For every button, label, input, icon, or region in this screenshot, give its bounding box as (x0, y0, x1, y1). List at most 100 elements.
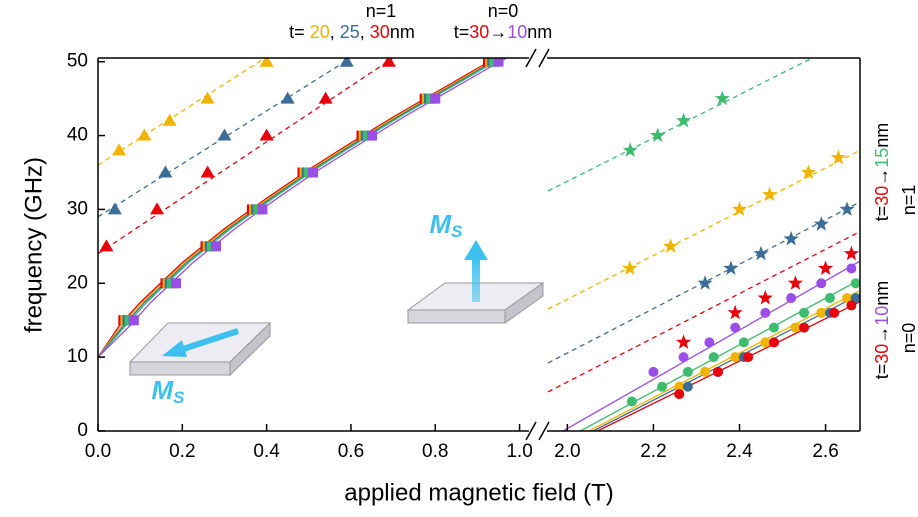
circle-marker (674, 389, 685, 400)
triangle-marker (200, 165, 215, 178)
annotation-part: S (451, 222, 463, 241)
circle-marker (648, 366, 659, 377)
annotation-part: n=0 (488, 1, 519, 21)
y-tick-label: 0 (77, 420, 88, 441)
axes-frame (97, 48, 861, 441)
star-marker (697, 275, 713, 290)
annotation-part: t= (289, 22, 310, 42)
fit-line (592, 293, 860, 431)
star-marker (813, 216, 829, 231)
x-tick-label: 2.4 (726, 441, 753, 462)
star-marker (843, 245, 859, 261)
x-tick-label: 0.4 (253, 441, 280, 462)
circle-marker (743, 352, 754, 363)
circle-marker (846, 300, 857, 311)
annotation: t=30→10nm (872, 281, 892, 380)
annotation-part: 30 (370, 22, 390, 42)
triangle-marker (99, 239, 114, 252)
annotation: n=0 (488, 1, 519, 21)
fit-line (98, 58, 504, 358)
circle-marker (678, 352, 689, 363)
y-tick-label: 40 (67, 125, 88, 146)
y-tick-label: 20 (67, 272, 88, 293)
annotation-part: 10 (872, 306, 892, 326)
square-marker (257, 204, 268, 215)
square-marker (211, 241, 222, 252)
triangle-marker (112, 143, 127, 156)
y-tick-label: 30 (67, 198, 88, 219)
circle-marker (674, 381, 685, 392)
annotation-part: 20 (310, 22, 330, 42)
circle-marker (700, 366, 711, 377)
star-marker (731, 201, 748, 216)
annotation: n=1 (366, 1, 397, 21)
annotation-part: nm (872, 123, 892, 148)
circle-marker (760, 307, 771, 318)
star-marker (818, 260, 834, 275)
fit-line (597, 301, 860, 431)
annotation-part: , (330, 22, 340, 42)
circle-marker (682, 381, 693, 392)
triangle-marker (137, 128, 152, 141)
annotation-part: n=1 (366, 1, 397, 21)
circle-marker (682, 366, 693, 377)
circle-marker (850, 293, 860, 304)
star-marker (727, 304, 743, 320)
triangle-marker (217, 128, 232, 141)
triangle-marker (200, 91, 215, 104)
circle-marker (712, 366, 723, 377)
circle-marker (846, 263, 857, 274)
annotation-part: nm (872, 281, 892, 306)
triangle-marker (150, 202, 165, 215)
circle-marker (730, 352, 741, 363)
circle-marker (626, 396, 637, 407)
triangle-marker (318, 91, 333, 104)
annotation-part: → (872, 168, 892, 186)
panel (98, 58, 508, 358)
star-marker (676, 112, 692, 128)
annotation: n=0 (899, 323, 918, 354)
annotation-part: → (872, 326, 892, 344)
star-marker (714, 90, 730, 106)
annotation-part: → (489, 22, 507, 42)
star-marker (663, 238, 679, 253)
fit-line (98, 58, 267, 166)
x-axis-label: applied magnetic field (T) (344, 479, 613, 506)
fit-line (98, 58, 500, 358)
triangle-marker (280, 91, 295, 104)
annotation-part: 15 (872, 148, 892, 168)
x-tick-label: 2.0 (554, 441, 580, 462)
annotation-part: nm (390, 22, 415, 42)
square-marker (308, 167, 318, 178)
star-marker (622, 142, 638, 157)
fit-line (98, 58, 508, 358)
annotation: t=30→15nm (872, 123, 892, 222)
circle-marker (738, 337, 749, 348)
circle-marker (829, 307, 840, 318)
circle-marker (760, 337, 771, 348)
fit-line (98, 58, 498, 358)
x-tick-label: 0.8 (422, 441, 448, 462)
star-marker (723, 260, 739, 275)
circle-marker (799, 322, 810, 333)
fit-line (98, 58, 352, 218)
circle-marker (786, 293, 797, 304)
star-marker (830, 149, 847, 165)
square-marker (170, 278, 181, 289)
fit-line (98, 58, 502, 358)
annotation: t=30→10nm (454, 22, 553, 42)
y-tick-label: 10 (67, 346, 88, 367)
fit-line (579, 279, 860, 431)
annotation-part: 30 (872, 186, 892, 206)
x-tick-label: 1.0 (506, 441, 532, 462)
circle-marker (816, 307, 827, 318)
annotation-part: 30 (469, 22, 489, 42)
circle-marker (816, 278, 827, 289)
annotation: n=1 (899, 185, 918, 216)
star-marker (622, 260, 638, 275)
slab-icon-left (128, 321, 272, 377)
triangle-marker (259, 128, 274, 141)
plot-area (98, 58, 860, 431)
annotation-part: , (360, 22, 370, 42)
